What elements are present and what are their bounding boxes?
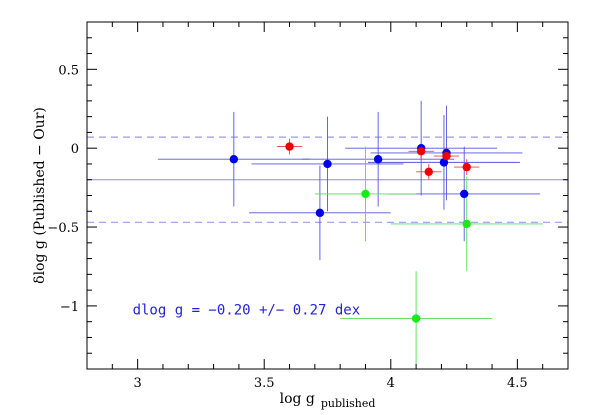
data-point [416,147,426,156]
x-axis-label-subscript: published [321,397,375,410]
x-tick-label: 3 [133,376,141,391]
y-tick-label: 0.5 [58,63,79,78]
y-tick-label: 0 [71,142,79,157]
x-axis-label-main: log g [280,391,315,407]
axis-ticks [86,21,569,370]
data-point [323,159,332,169]
data-point [361,189,370,199]
y-axis-label: δlog g (Published − Our) [32,107,48,284]
y-tick-label: −0.5 [47,221,79,236]
x-tick-label: 4 [387,376,395,391]
data-point [439,158,449,167]
data-point [462,219,471,229]
x-axis-label: log g published [280,391,376,410]
x-tick-label: 3.5 [254,376,275,391]
data-point [442,151,451,161]
error-bars [157,100,543,366]
x-tick-label: 4.5 [507,376,528,391]
tick-labels: 3 3.5 4 4.5 −1 −0.5 0 0.5 [47,63,527,391]
data-point [462,162,471,172]
data-points [229,142,471,323]
data-point [411,314,421,323]
data-point [229,155,239,164]
y-tick-label: −1 [60,300,79,315]
data-point [285,142,294,151]
fit-annotation: dlog g = −0.20 +/− 0.27 dex [133,303,361,319]
data-point [424,167,433,177]
data-point [315,208,325,218]
data-point [373,155,383,164]
data-point [460,189,469,199]
